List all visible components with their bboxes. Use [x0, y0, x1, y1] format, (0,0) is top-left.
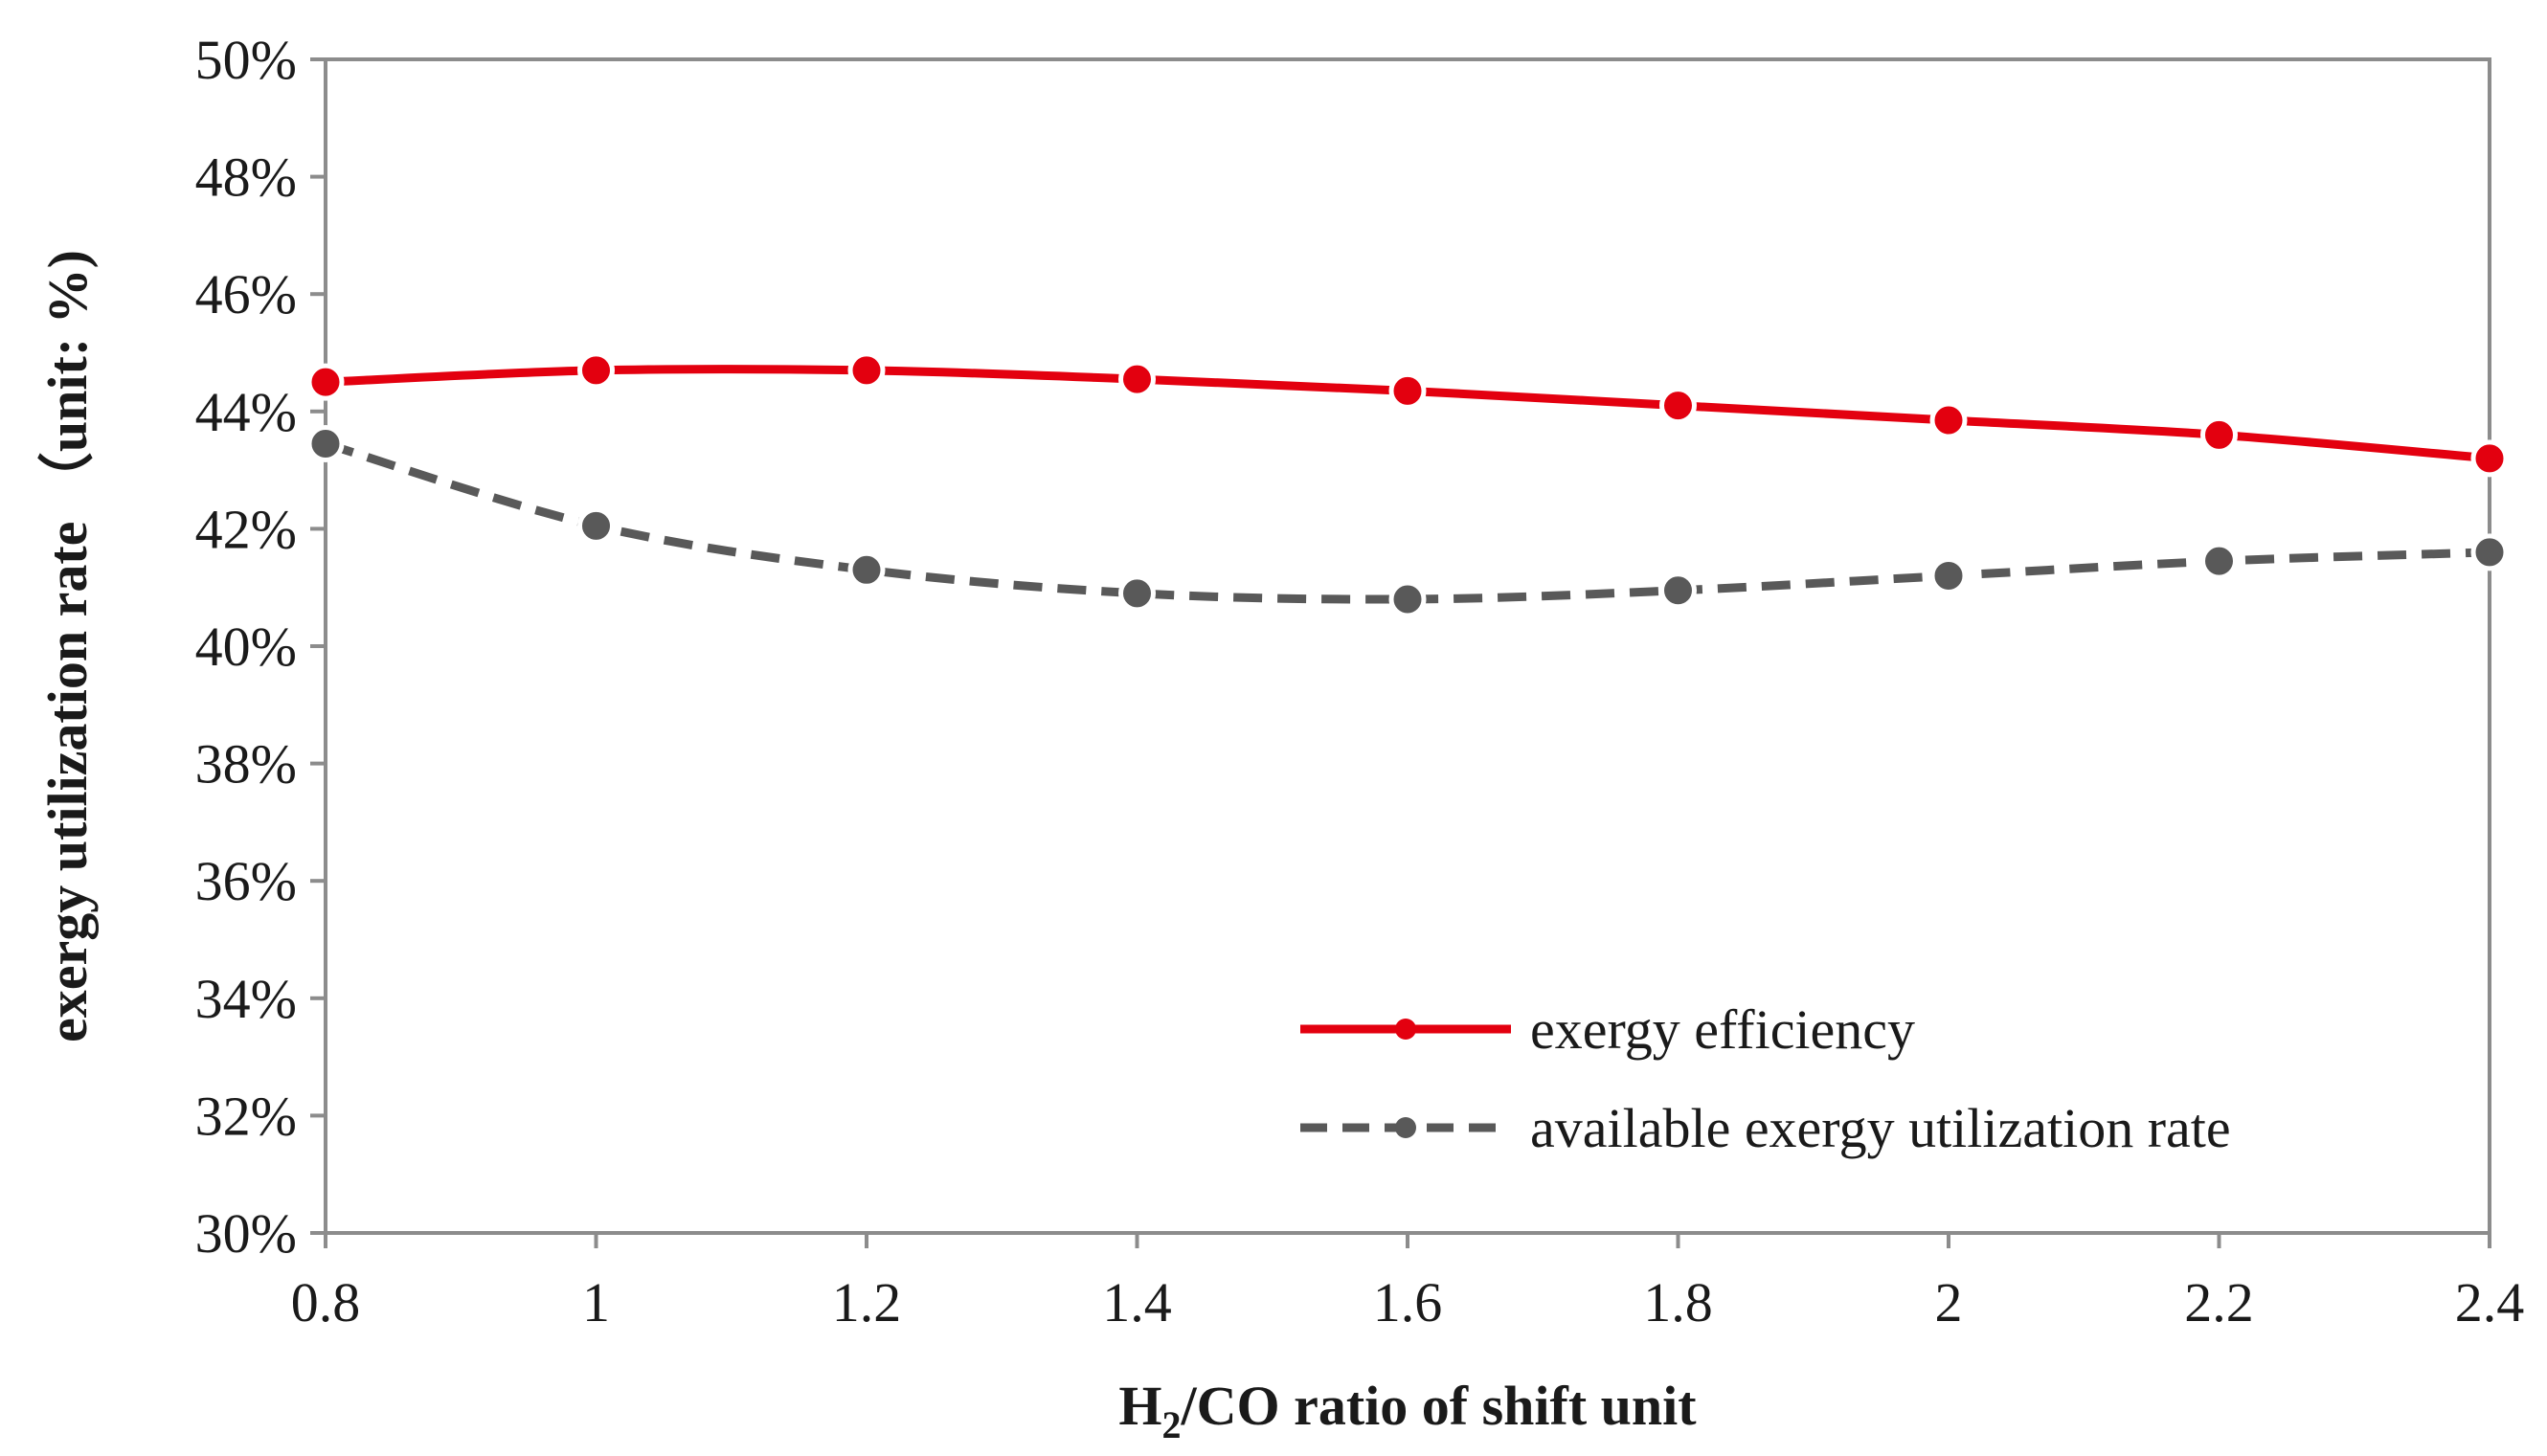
y-tick-label: 46% — [195, 263, 297, 325]
x-tick-label: 2.4 — [2455, 1271, 2525, 1333]
data-point-available-exergy-utilization-rate — [2200, 542, 2238, 580]
data-point-exergy-efficiency — [1929, 401, 1968, 439]
y-tick-label: 48% — [195, 146, 297, 209]
y-axis-title: exergy utilization rate （unit: %) — [36, 250, 99, 1042]
data-point-available-exergy-utilization-rate — [2470, 533, 2509, 571]
x-tick-label: 2.2 — [2184, 1271, 2254, 1333]
data-point-exergy-efficiency — [306, 363, 345, 401]
y-tick-label: 50% — [195, 29, 297, 91]
data-point-available-exergy-utilization-rate — [306, 425, 345, 463]
data-point-available-exergy-utilization-rate — [847, 550, 886, 589]
data-point-exergy-efficiency — [847, 351, 886, 390]
series-layer — [306, 351, 2509, 618]
legend-swatch-marker — [1395, 1117, 1416, 1138]
y-tick-label: 32% — [195, 1085, 297, 1147]
plot-area — [324, 57, 2491, 1235]
legend-item-exergy-efficiency: exergy efficiency — [1300, 998, 1915, 1061]
x-tick-label: 1.4 — [1102, 1271, 1172, 1333]
data-point-exergy-efficiency — [1388, 371, 1427, 410]
y-tick-label: 36% — [195, 850, 297, 912]
y-axis: 30% 32% 34% 36% 38% 40% 42% 44% 46% 48% 50% — [195, 29, 326, 1265]
data-point-available-exergy-utilization-rate — [1659, 571, 1697, 610]
data-point-exergy-efficiency — [577, 351, 615, 390]
x-axis-title-subscript: 2 — [1162, 1403, 1182, 1446]
series-line-available-exergy-utilization-rate — [324, 439, 2491, 604]
y-tick-label: 42% — [195, 498, 297, 560]
legend-swatch-marker — [1395, 1019, 1416, 1040]
data-point-exergy-efficiency — [2200, 415, 2238, 454]
y-tick-label: 38% — [195, 733, 297, 795]
x-axis-title-main: H — [1118, 1375, 1161, 1437]
data-point-exergy-efficiency — [2470, 439, 2509, 478]
x-axis-title-rest: /CO ratio of shift unit — [1181, 1375, 1698, 1437]
data-point-exergy-efficiency — [1118, 360, 1156, 398]
data-point-available-exergy-utilization-rate — [577, 506, 615, 545]
x-axis-title: H2/CO ratio of shift unit — [1118, 1375, 1697, 1446]
x-tick-label: 1.6 — [1373, 1271, 1443, 1333]
data-point-available-exergy-utilization-rate — [1929, 556, 1968, 594]
data-point-available-exergy-utilization-rate — [1388, 580, 1427, 618]
x-tick-label: 1 — [582, 1271, 610, 1333]
data-point-exergy-efficiency — [1659, 387, 1697, 425]
x-tick-label: 1.8 — [1643, 1271, 1713, 1333]
x-axis: 0.8 1 1.2 1.4 1.6 1.8 2 2.2 2.4 — [291, 1233, 2525, 1333]
x-tick-label: 1.2 — [832, 1271, 902, 1333]
y-tick-label: 40% — [195, 616, 297, 678]
legend-label: exergy efficiency — [1530, 998, 1915, 1061]
x-tick-label: 2 — [1935, 1271, 1963, 1333]
x-tick-label: 0.8 — [291, 1271, 361, 1333]
legend: exergy efficiency available exergy utili… — [1300, 998, 2231, 1159]
legend-label: available exergy utilization rate — [1530, 1097, 2231, 1159]
y-tick-label: 34% — [195, 968, 297, 1030]
legend-item-available-exergy-utilization-rate: available exergy utilization rate — [1300, 1097, 2231, 1159]
y-tick-label: 44% — [195, 381, 297, 443]
y-tick-label: 30% — [195, 1202, 297, 1265]
data-point-available-exergy-utilization-rate — [1118, 574, 1156, 613]
